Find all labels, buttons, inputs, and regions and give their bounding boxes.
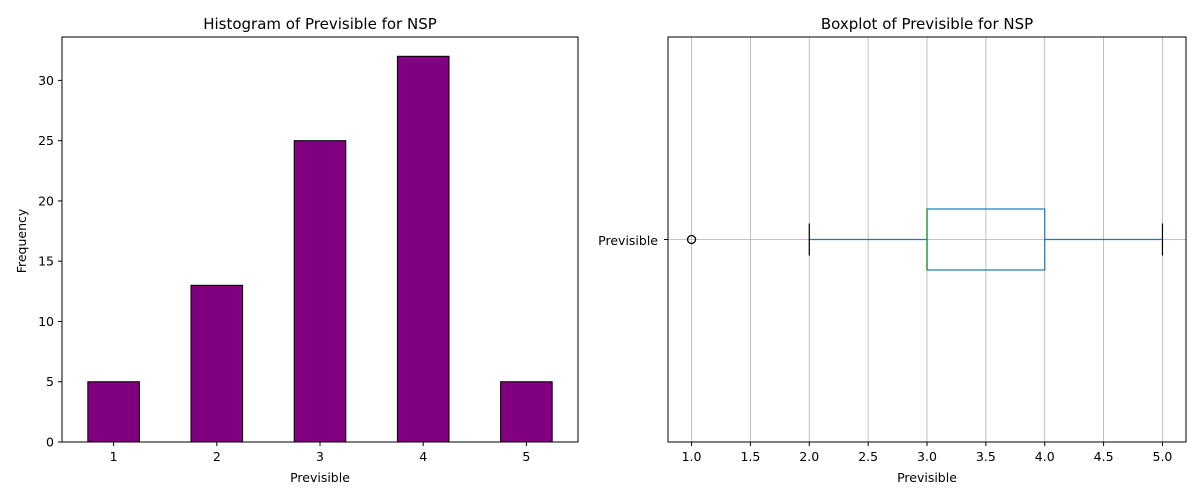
histogram-title: Histogram of Previsible for NSP — [203, 15, 437, 33]
histogram-bar-4 — [396, 55, 450, 443]
boxplot-x-tick-label: 4.0 — [1035, 449, 1055, 464]
histogram-bar-3 — [293, 140, 347, 443]
boxplot-x-ticks: 1.0 1.5 2.0 2.5 3.0 3.5 4.0 4.5 5.0 — [664, 239, 1173, 464]
boxplot-xlabel: Previsible — [897, 470, 957, 485]
histogram-x-tick-label: 4 — [419, 449, 427, 464]
boxplot-x-tick-label: 3.5 — [976, 449, 996, 464]
histogram-y-ticks: 0 5 10 15 20 25 30 — [38, 73, 62, 450]
boxplot-x-tick-label: 4.5 — [1094, 449, 1114, 464]
histogram-y-tick-label: 5 — [46, 374, 54, 389]
histogram-y-tick-label: 0 — [46, 435, 54, 450]
histogram-y-tick-label: 30 — [38, 73, 54, 88]
histogram-axes-frame — [61, 36, 579, 443]
boxplot-category-label: Previsible — [598, 233, 658, 248]
histogram-x-tick-label: 3 — [316, 449, 324, 464]
histogram-xlabel: Previsible — [290, 470, 350, 485]
histogram-bar-2 — [190, 284, 244, 443]
histogram-y-tick-label: 15 — [38, 254, 54, 269]
histogram-y-tick-label: 20 — [38, 193, 54, 208]
histogram-y-tick-label: 10 — [38, 314, 54, 329]
histogram-y-tick-label: 25 — [38, 133, 54, 148]
boxplot-title: Boxplot of Previsible for NSP — [821, 15, 1033, 33]
boxplot-x-tick-label: 1.0 — [682, 449, 702, 464]
boxplot-axes-frame — [667, 36, 1187, 443]
histogram-bar-1 — [87, 381, 140, 443]
boxplot-outlier — [686, 234, 697, 245]
boxplot-x-tick-label: 5.0 — [1153, 449, 1173, 464]
histogram-panel: Histogram of Previsible for NSP Previsib… — [14, 15, 579, 485]
boxplot-x-tick-label: 2.5 — [858, 449, 878, 464]
boxplot-x-tick-label: 1.5 — [740, 449, 760, 464]
histogram-bar-5 — [500, 381, 553, 443]
histogram-x-ticks: 1 2 3 4 5 — [110, 442, 530, 464]
boxplot-x-tick-label: 3.0 — [917, 449, 937, 464]
boxplot-panel: Boxplot of Previsible for NSP Previsible… — [598, 15, 1187, 485]
boxplot-marks — [686, 208, 1164, 271]
histogram-ylabel: Frequency — [14, 208, 29, 273]
histogram-bars — [87, 55, 553, 443]
boxplot-x-tick-label: 2.0 — [799, 449, 819, 464]
histogram-x-tick-label: 2 — [213, 449, 221, 464]
histogram-x-tick-label: 5 — [522, 449, 530, 464]
histogram-x-tick-label: 1 — [110, 449, 118, 464]
